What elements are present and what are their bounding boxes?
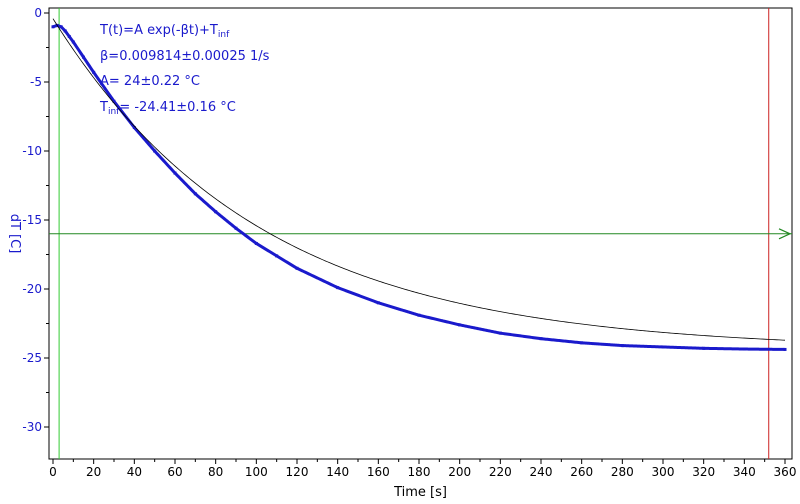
y-tick-label: -5 (30, 75, 42, 89)
data-point (417, 313, 421, 317)
data-point (153, 149, 157, 153)
y-axis-ticks: 0 -5 -10 -15 -20 -25 -30 (22, 6, 49, 434)
data-point (783, 347, 787, 351)
data-point (336, 286, 340, 290)
y-tick-label: -20 (22, 282, 42, 296)
x-axis-title: Time [s] (393, 485, 447, 500)
x-tick-label: 220 (489, 465, 512, 479)
data-point (173, 171, 177, 175)
x-tick-label: 20 (86, 465, 101, 479)
data-point (376, 301, 380, 305)
data-point (742, 347, 746, 351)
annotation-tinf-prefix: T (99, 100, 108, 115)
cursor-arrow-icon[interactable] (778, 228, 792, 240)
annotation-line-1-sub: inf (218, 30, 230, 40)
x-tick-label: 200 (448, 465, 471, 479)
x-tick-label: 240 (530, 465, 553, 479)
annotation-tinf-rest: = -24.41±0.16 °C (119, 100, 235, 115)
annotation-amplitude: A= 24±0.22 °C (100, 74, 200, 89)
x-tick-label: 80 (208, 465, 223, 479)
y-tick-label: -15 (22, 213, 42, 227)
annotation-tinf: Tinf= -24.41±0.16 °C (99, 100, 236, 117)
x-tick-label: 180 (408, 465, 431, 479)
y-tick-label: -25 (22, 351, 42, 365)
x-axis-ticks: 0 20 40 60 80 100 120 140 160 180 200 220 240 260 280 3… (49, 459, 796, 479)
data-point (620, 344, 624, 348)
data-point (498, 331, 502, 335)
data-point (71, 40, 75, 44)
data-point (234, 226, 238, 230)
x-tick-label: 120 (286, 465, 309, 479)
data-point (193, 192, 197, 196)
data-point (63, 29, 67, 33)
data-point (51, 25, 55, 29)
fit-annotation: T(t)=A exp(-βt)+Tinf β=0.009814±0.00025 … (99, 23, 270, 117)
x-tick-label: 60 (167, 465, 182, 479)
x-tick-label: 100 (245, 465, 268, 479)
data-point (67, 34, 71, 38)
data-point (82, 55, 85, 59)
fit-curve (52, 18, 786, 341)
x-tick-label: 360 (774, 465, 797, 479)
data-point (92, 70, 96, 74)
data-point (112, 99, 116, 103)
cursor-lines[interactable] (49, 8, 792, 459)
annotation-line-1-main: T(t)=A exp(-βt)+T (99, 23, 218, 38)
data-point (458, 323, 462, 327)
annotation-tinf-sub: inf (108, 107, 120, 117)
x-tick-label: 340 (733, 465, 756, 479)
y-axis-title: dT [C] (7, 214, 22, 254)
annotation-beta: β=0.009814±0.00025 1/s (100, 49, 270, 64)
x-tick-label: 320 (692, 465, 715, 479)
x-tick-label: 0 (49, 465, 57, 479)
data-point (214, 210, 218, 214)
y-tick-label: -10 (22, 144, 42, 158)
data-point (661, 345, 665, 349)
data-point (539, 337, 543, 341)
x-tick-label: 280 (611, 465, 634, 479)
data-point (132, 126, 136, 130)
y-tick-label: -30 (22, 420, 42, 434)
data-point (580, 341, 584, 345)
data-series (51, 23, 787, 351)
x-tick-label: 160 (367, 465, 390, 479)
x-tick-label: 260 (570, 465, 593, 479)
data-point (59, 25, 63, 29)
data-point (295, 266, 299, 270)
x-tick-label: 300 (652, 465, 675, 479)
x-tick-label: 140 (326, 465, 349, 479)
annotation-line-1: T(t)=A exp(-βt)+Tinf (99, 23, 230, 40)
y-tick-label: 0 (34, 6, 42, 20)
data-point (254, 241, 258, 245)
data-point (275, 254, 279, 258)
x-tick-label: 40 (127, 465, 142, 479)
data-point (702, 346, 706, 350)
